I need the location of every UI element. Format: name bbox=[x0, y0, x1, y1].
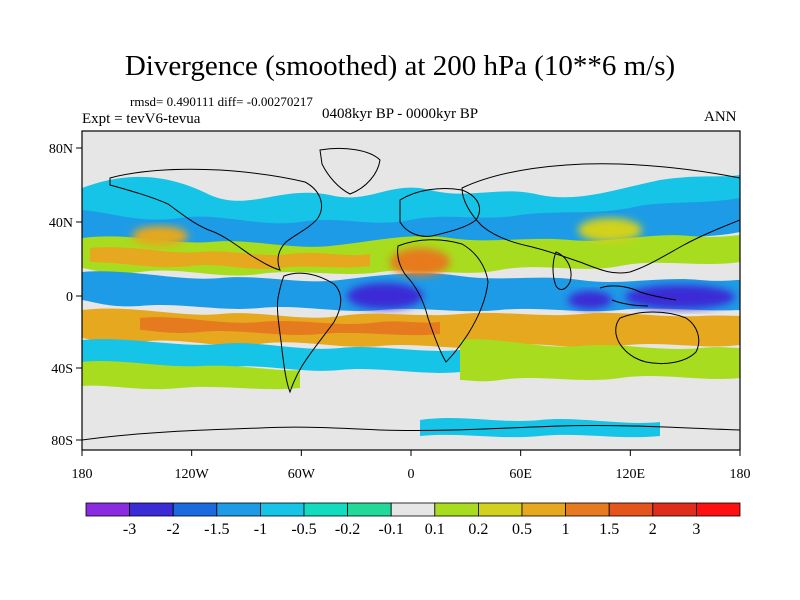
field-positive-south-green bbox=[460, 339, 740, 382]
coast-north-america bbox=[109, 168, 322, 271]
coast-south-america bbox=[277, 272, 342, 394]
lat-tick-label: 80N bbox=[49, 142, 73, 157]
lon-tick-label: 0 bbox=[408, 467, 415, 482]
coast-antarctica bbox=[82, 424, 740, 441]
colorbar-box bbox=[608, 502, 654, 517]
colorbar-box bbox=[477, 502, 523, 517]
colorbar-box bbox=[303, 502, 348, 517]
season-label: ANN bbox=[704, 109, 737, 125]
colorbar-box bbox=[216, 502, 261, 517]
field-antarctic-cyan bbox=[420, 418, 660, 438]
colorbar-label: 0.5 bbox=[512, 521, 532, 538]
colorbar-label: 0.1 bbox=[425, 521, 445, 538]
lon-tick-label: 120W bbox=[175, 467, 210, 482]
colorbar-box bbox=[390, 502, 436, 517]
colorbar-label: -0.1 bbox=[379, 521, 404, 538]
colorbar-box bbox=[565, 502, 610, 517]
lat-tick-label: 0 bbox=[66, 290, 73, 305]
colorbar-box bbox=[652, 502, 697, 517]
field-patch-atlantic-north bbox=[390, 248, 450, 276]
colorbar-label: -1.5 bbox=[204, 521, 229, 538]
colorbar-label: -0.2 bbox=[335, 521, 360, 538]
lon-tick-label: 60W bbox=[288, 467, 316, 482]
colorbar-label: 3 bbox=[692, 521, 700, 538]
coast-africa bbox=[397, 239, 489, 363]
coastlines bbox=[82, 147, 740, 441]
field-orange-north-belt bbox=[90, 247, 370, 269]
coast-india bbox=[552, 251, 572, 290]
colorbar-box bbox=[521, 502, 566, 517]
field-strong-negative-atlantic bbox=[347, 283, 423, 309]
lat-tick-label: 80S bbox=[51, 434, 73, 449]
coast-australia bbox=[615, 311, 700, 365]
colorbar-box bbox=[347, 502, 392, 517]
colorbar-box bbox=[259, 502, 305, 517]
colorbar-label: -0.5 bbox=[291, 521, 316, 538]
field-patch-pacific-north bbox=[132, 226, 188, 246]
colorbar-box bbox=[434, 502, 479, 517]
colorbar-box bbox=[85, 502, 130, 517]
field-strong-negative-pacific-west bbox=[625, 285, 735, 309]
lon-tick-label: 180 bbox=[72, 467, 93, 482]
latitude-axis: 80N 40N 0 40S 80S bbox=[49, 142, 82, 449]
field-negative-south-band bbox=[82, 339, 460, 373]
colorbar-box bbox=[696, 502, 741, 517]
lon-tick-label: 60E bbox=[509, 467, 532, 482]
stats-label: rmsd= 0.490111 diff= -0.00270217 bbox=[130, 94, 313, 109]
colorbar-label: -3 bbox=[123, 521, 136, 538]
lon-tick-label: 120E bbox=[616, 467, 646, 482]
longitude-axis: 180 120W 60W 0 60E 120E 180 bbox=[72, 450, 751, 482]
field-strong-negative-indian bbox=[568, 291, 612, 309]
lat-tick-label: 40N bbox=[49, 216, 73, 231]
map-panel bbox=[82, 131, 740, 450]
colorbar-label: 1.5 bbox=[599, 521, 619, 538]
colorbar-label: -2 bbox=[167, 521, 180, 538]
period-label: 0408kyr BP - 0000kyr BP bbox=[322, 106, 479, 122]
coast-greenland bbox=[319, 147, 381, 195]
colorbar-label: 2 bbox=[649, 521, 657, 538]
lat-tick-label: 40S bbox=[51, 362, 73, 377]
chart-title: Divergence (smoothed) at 200 hPa (10**6 … bbox=[124, 50, 676, 82]
field-strong-positive-south bbox=[140, 317, 440, 336]
divergence-field bbox=[82, 175, 740, 438]
colorbar: -3 -2 -1.5 -1 -0.5 -0.2 -0.1 0.1 0.2 0.5 1 1.5 2 3 bbox=[85, 502, 741, 538]
field-patch-asia bbox=[578, 218, 642, 242]
field-weak-negative-north bbox=[82, 175, 740, 224]
coast-maritime-continent bbox=[599, 285, 677, 307]
experiment-label: Expt = tevV6-tevua bbox=[82, 111, 201, 127]
colorbar-label: -1 bbox=[254, 521, 267, 538]
field-southern-ocean-green bbox=[82, 361, 300, 390]
coast-asia bbox=[461, 163, 740, 274]
colorbar-label: 0.2 bbox=[468, 521, 488, 538]
colorbar-box bbox=[129, 502, 174, 517]
lon-tick-label: 180 bbox=[730, 467, 751, 482]
colorbar-label: 1 bbox=[562, 521, 570, 538]
colorbar-box bbox=[172, 502, 218, 517]
